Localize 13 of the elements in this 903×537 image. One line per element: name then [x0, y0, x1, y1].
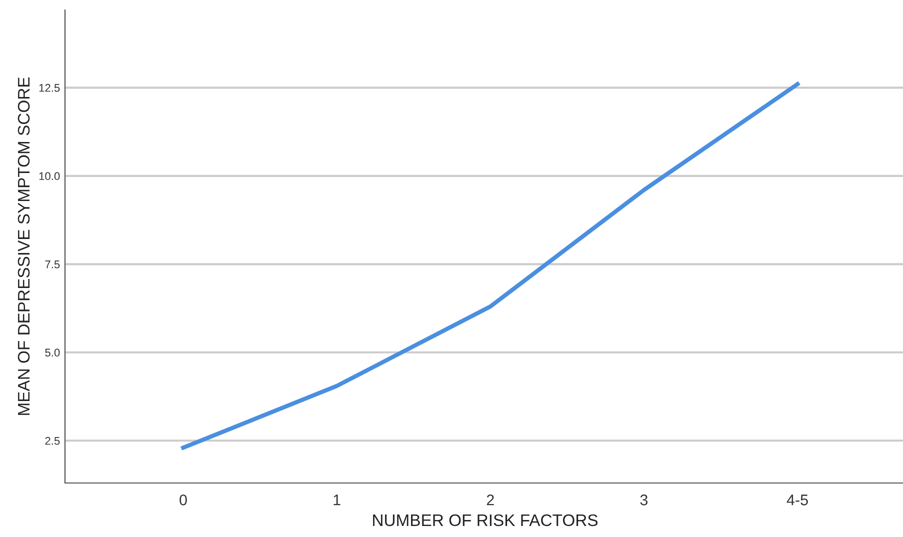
x-tick-label: 2: [486, 494, 494, 506]
y-axis-title: MEAN OF DEPRESSIVE SYMPTOM SCORE: [18, 77, 30, 415]
line-series: [181, 82, 800, 450]
y-tick-label: 12.5: [39, 84, 60, 92]
y-tick-label: 5.0: [45, 348, 60, 357]
x-tick-label: 1: [334, 494, 340, 506]
y-tick-label: 10.0: [39, 172, 60, 180]
x-tick-label: 4-5: [786, 494, 808, 506]
x-axis-title: NUMBER OF RISK FACTORS: [373, 514, 598, 526]
x-tick-label: 0: [180, 494, 187, 506]
y-tick-label: 2.5: [45, 436, 60, 445]
y-tick-label: 7.5: [45, 260, 60, 268]
x-tick-label: 3: [640, 494, 648, 506]
